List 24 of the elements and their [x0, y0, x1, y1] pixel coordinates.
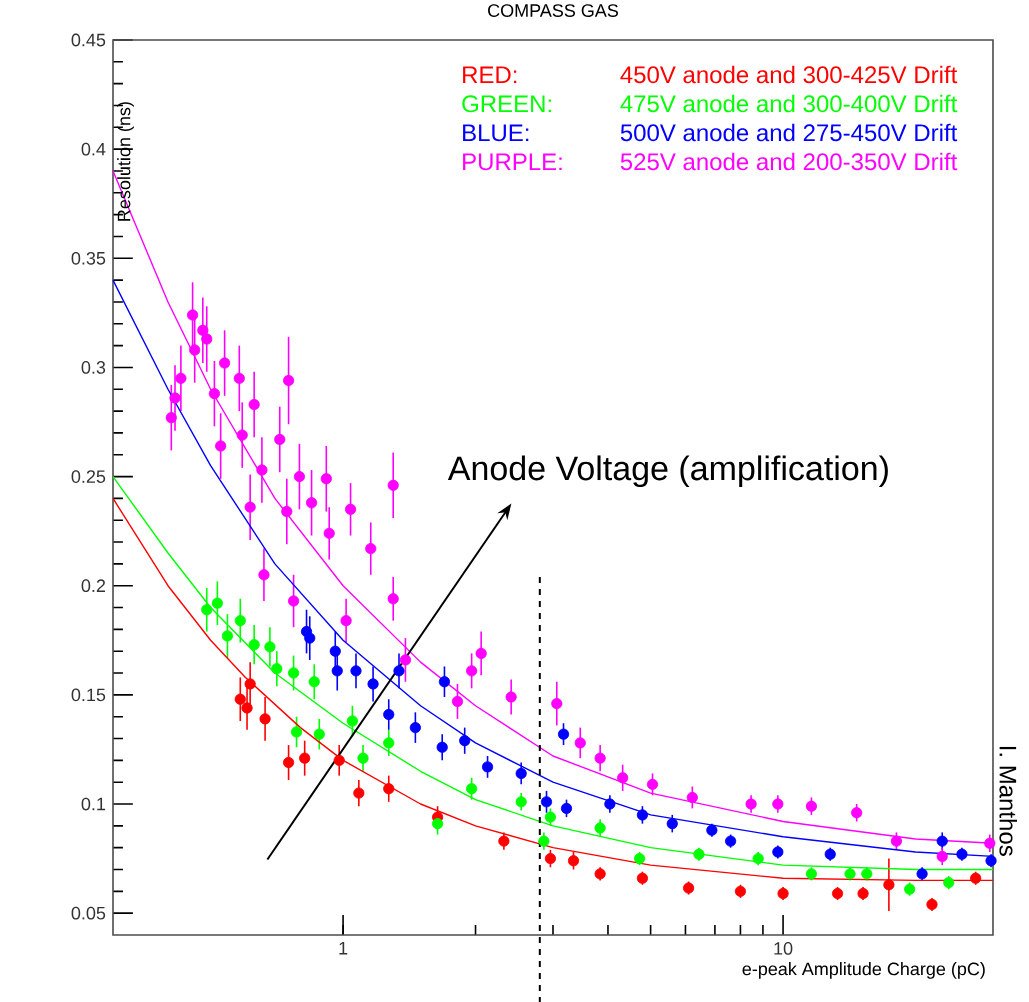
- y-tick-label: 0.1: [81, 797, 106, 811]
- x-axis-title: e-peak Amplitude Charge (pC): [742, 962, 985, 979]
- text: 475V anode and 300-400V Drift: [620, 94, 958, 113]
- y-tick-label: 0.4: [81, 142, 106, 156]
- chart-title: COMPASS GAS: [488, 4, 619, 17]
- text: 500V anode and 275-450V Drift: [620, 123, 958, 142]
- y-tick-label: 0.25: [71, 470, 106, 483]
- y-axis-title: Resolution (ns): [117, 102, 134, 221]
- y-tick-label: 0.45: [71, 33, 106, 47]
- annotation: BLUE:: [463, 124, 529, 142]
- x-tick-label: 10: [774, 942, 793, 955]
- annotation: Anode Voltage (amplification): [447, 455, 888, 488]
- x-tick-label: 1: [339, 942, 348, 955]
- annotation: RED:: [463, 66, 517, 84]
- y-tick-label: 0.15: [71, 688, 106, 702]
- text: I. Manthos: [999, 746, 1017, 856]
- text: 450V anode and 300-425V Drift: [620, 65, 958, 84]
- y-tick-label: 0.3: [81, 361, 106, 374]
- annotation: GREEN:: [462, 95, 551, 113]
- y-tick-label: 0.05: [71, 906, 106, 920]
- text: 525V anode and 200-350V Drift: [620, 152, 958, 171]
- annotation: PURPLE:: [463, 153, 562, 171]
- y-tick-label: 0.2: [81, 579, 106, 593]
- y-tick-label: 0.35: [71, 251, 106, 265]
